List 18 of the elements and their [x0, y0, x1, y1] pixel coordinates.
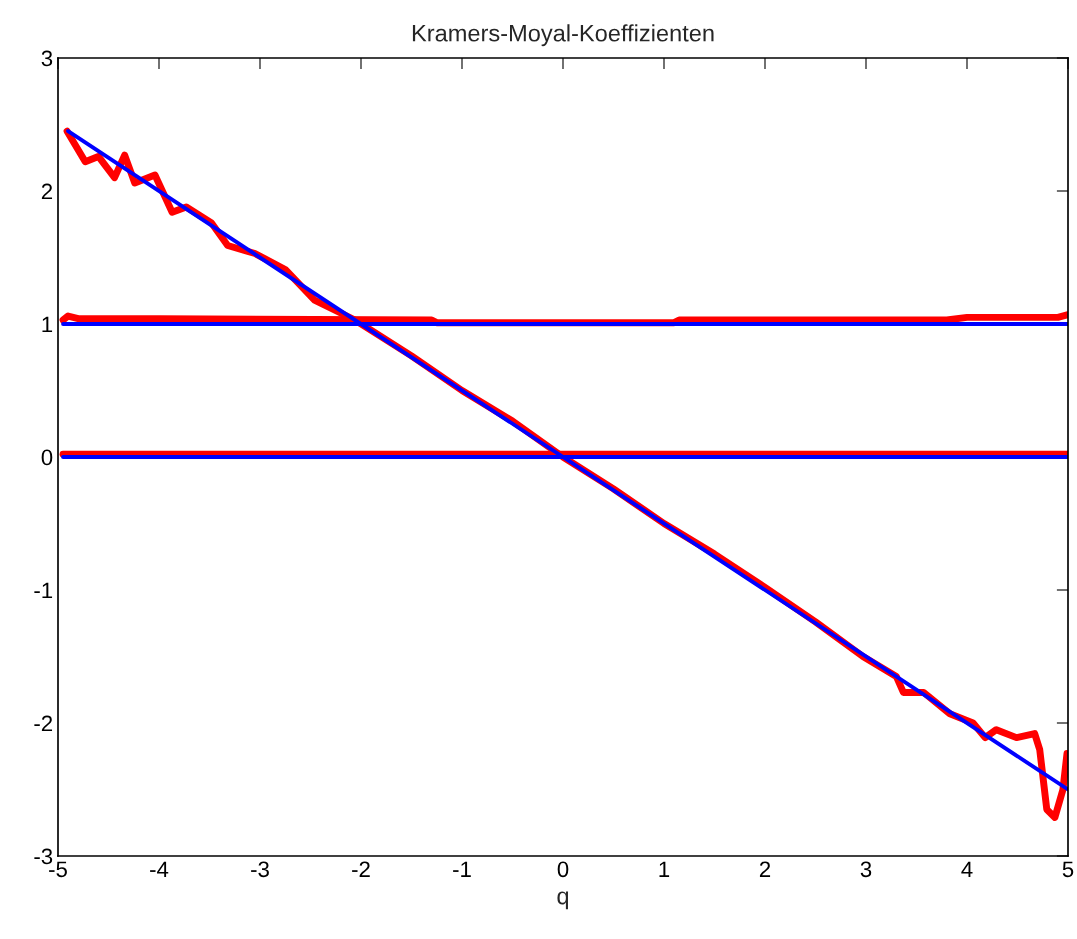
x-tick-label: 3 [860, 861, 872, 878]
x-tick-label: 2 [759, 861, 771, 877]
y-tick-label: 3 [41, 50, 53, 67]
y-tick-label: 0 [41, 449, 53, 466]
x-tick-label: 0 [557, 861, 569, 878]
x-tick-label: 4 [961, 861, 973, 877]
chart-title: Kramers-Moyal-Koeffizienten [412, 24, 714, 47]
y-tick-label: 1 [42, 316, 53, 333]
y-tick-label: -2 [34, 715, 53, 732]
x-tick-label: -4 [150, 861, 169, 877]
x-tick-label: 1 [659, 861, 670, 877]
x-tick-label: -2 [352, 861, 370, 877]
x-tick-label: 5 [1062, 861, 1074, 878]
y-tick-label: 2 [41, 183, 53, 200]
y-tick-label: -1 [34, 582, 53, 599]
x-tick-label: -3 [251, 861, 269, 878]
x-axis-title: q [557, 891, 569, 910]
x-tick-label: -1 [453, 861, 471, 877]
